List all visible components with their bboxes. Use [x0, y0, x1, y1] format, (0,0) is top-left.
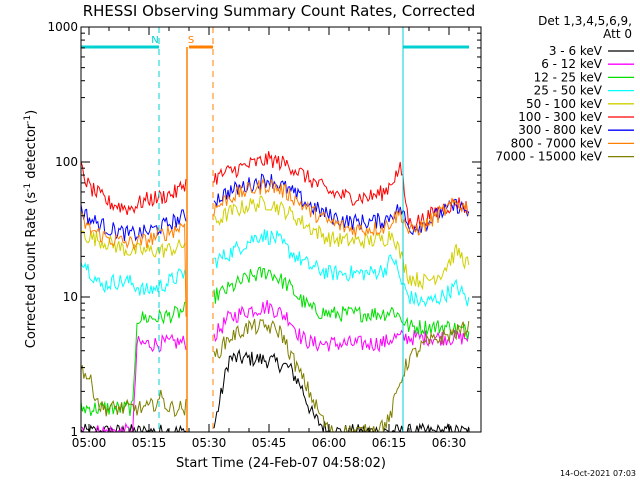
x-axis-label: Start Time (24-Feb-07 04:58:02) [176, 456, 386, 471]
flag-label-n: N [151, 35, 158, 46]
y-tick-label-3: 1000 [47, 20, 78, 34]
y-tick-label-2: 100 [55, 155, 78, 169]
legend-label-5: 100 - 300 keV [518, 110, 602, 124]
timestamp: 14-Oct-2021 07:03 [560, 469, 636, 478]
legend-label-1: 6 - 12 keV [541, 57, 603, 71]
x-tick-label-0: 05:00 [72, 436, 107, 450]
flag-label-s: S [188, 35, 194, 46]
y-axis-label-main: Corrected Count Rate (s [24, 192, 39, 349]
x-tick-label-3: 05:45 [252, 436, 287, 450]
y-axis-label-end: ) [24, 110, 39, 115]
series-line-3 [81, 229, 470, 308]
axis-layer: 05:00 05:15 05:30 05:45 06:00 06:15 06:30 1 10 10… [47, 20, 481, 450]
y-tick-label-1: 10 [63, 290, 78, 304]
y-axis-label-mid: detector [24, 123, 39, 183]
legend-label-6: 300 - 800 keV [518, 123, 602, 137]
x-tick-label-2: 05:30 [192, 436, 227, 450]
legend-label-2: 12 - 25 keV [534, 70, 603, 84]
plot-frame [80, 26, 482, 433]
series-line-8 [81, 318, 470, 432]
series-layer [81, 151, 470, 432]
legend-label-4: 50 - 100 keV [526, 97, 603, 111]
y-tick-label-0: 1 [70, 425, 78, 439]
series-line-2 [81, 266, 470, 417]
chart-title: RHESSI Observing Summary Count Rates, Co… [83, 2, 476, 20]
y-axis-label-sup2: -1 [23, 115, 33, 124]
x-tick-label-6: 06:30 [432, 436, 467, 450]
x-tick-label-4: 06:00 [312, 436, 347, 450]
x-tick-label-5: 06:15 [372, 436, 407, 450]
legend-detectors: Det 1,3,4,5,6,9, [538, 14, 632, 28]
legend-label-0: 3 - 6 keV [549, 44, 603, 58]
series-line-7 [81, 177, 470, 317]
y-axis-label-sup1: -1 [23, 183, 33, 192]
y-axis-label: Corrected Count Rate (s-1 detector-1) [23, 110, 39, 348]
legend-label-8: 7000 - 15000 keV [495, 150, 602, 164]
legend-attenuator: Att 0 [603, 27, 632, 41]
legend-label-7: 800 - 7000 keV [511, 136, 603, 150]
legend-label-3: 25 - 50 keV [534, 84, 603, 98]
x-tick-label-1: 05:15 [132, 436, 167, 450]
